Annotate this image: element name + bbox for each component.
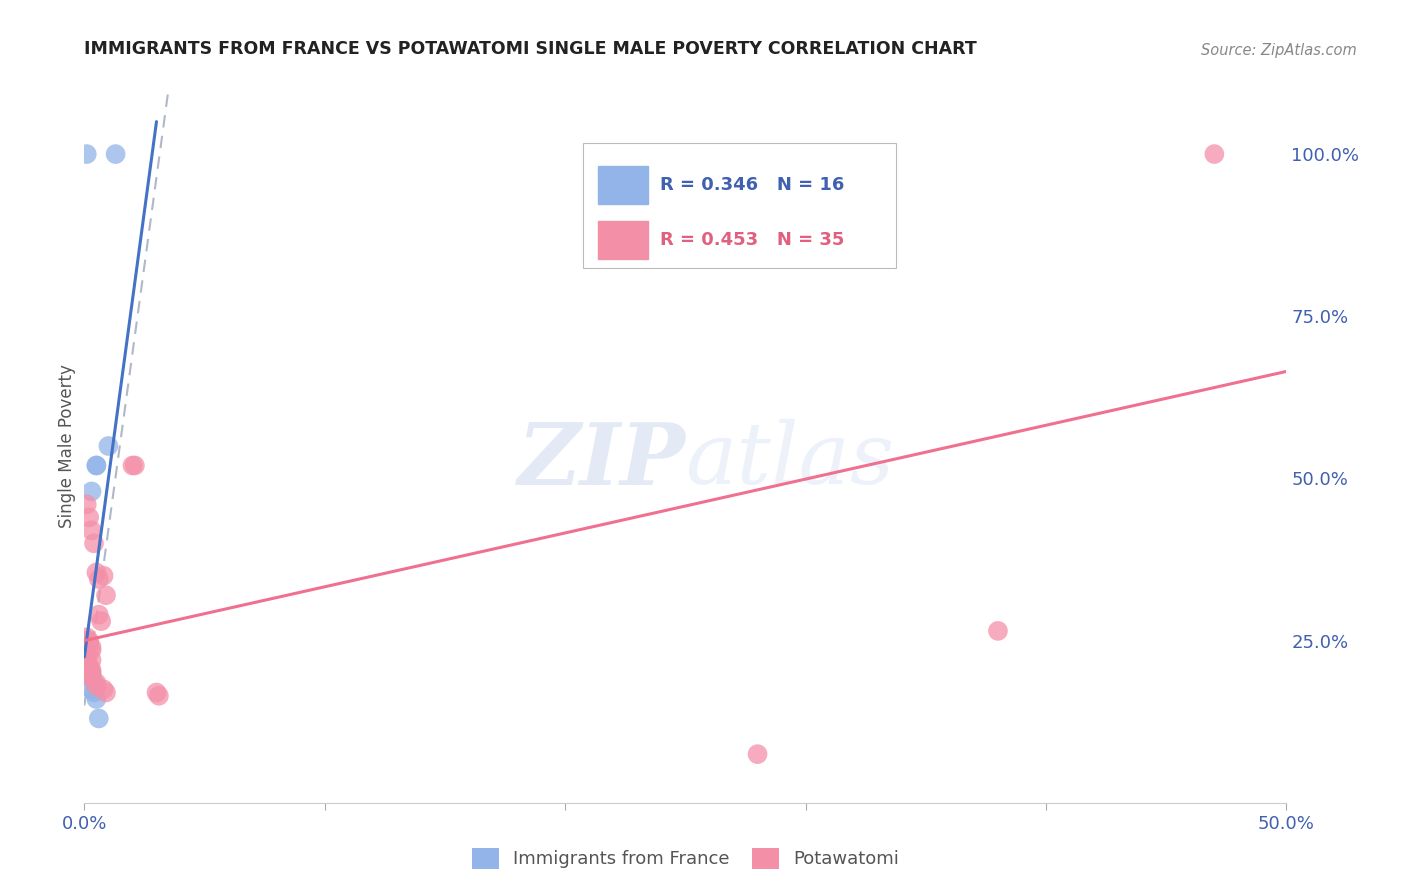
Point [83,685,105,699]
Text: atlas: atlas [686,419,894,501]
Point [76,657,98,671]
Text: ZIP: ZIP [517,418,686,502]
Point [104,147,127,161]
Point [1204,147,1226,161]
Point [94,588,117,602]
Point [80,653,103,667]
Point [76,659,98,673]
Point [747,747,769,761]
Point [86,458,108,473]
Point [77,510,100,524]
Bar [598,166,648,203]
Point [77,666,100,681]
Point [86,675,108,690]
Bar [583,143,896,268]
Bar [598,221,648,259]
Point [80,663,103,677]
Point [77,637,100,651]
Point [86,458,108,473]
Point [87,711,110,725]
Point [83,536,105,550]
Point [987,624,1010,638]
Point [76,653,98,667]
Point [86,679,108,693]
Point [76,653,98,667]
Point [90,614,112,628]
Point [80,524,103,538]
Point [145,685,167,699]
Point [80,484,103,499]
Point [124,458,146,473]
Point [93,682,115,697]
Text: R = 0.453   N = 35: R = 0.453 N = 35 [661,231,845,249]
Point [80,640,103,654]
Point [87,572,110,586]
Point [76,497,98,511]
Point [121,458,143,473]
Point [76,631,98,645]
Y-axis label: Single Male Poverty: Single Male Poverty [58,364,76,528]
Point [97,439,120,453]
Point [80,682,103,697]
Point [77,659,100,673]
Text: R = 0.346   N = 16: R = 0.346 N = 16 [661,176,845,194]
Point [94,685,117,699]
Point [77,633,100,648]
Point [83,675,105,690]
Point [93,568,115,582]
Point [77,666,100,681]
Text: Source: ZipAtlas.com: Source: ZipAtlas.com [1201,43,1357,58]
Point [80,666,103,681]
Legend: Immigrants from France, Potawatomi: Immigrants from France, Potawatomi [464,840,907,876]
Point [86,566,108,580]
Point [77,669,100,683]
Point [76,633,98,648]
Point [80,666,103,681]
Point [148,689,170,703]
Point [87,607,110,622]
Point [80,669,103,683]
Text: IMMIGRANTS FROM FRANCE VS POTAWATOMI SINGLE MALE POVERTY CORRELATION CHART: IMMIGRANTS FROM FRANCE VS POTAWATOMI SIN… [84,40,977,58]
Point [86,692,108,706]
Point [80,643,103,657]
Point [76,147,98,161]
